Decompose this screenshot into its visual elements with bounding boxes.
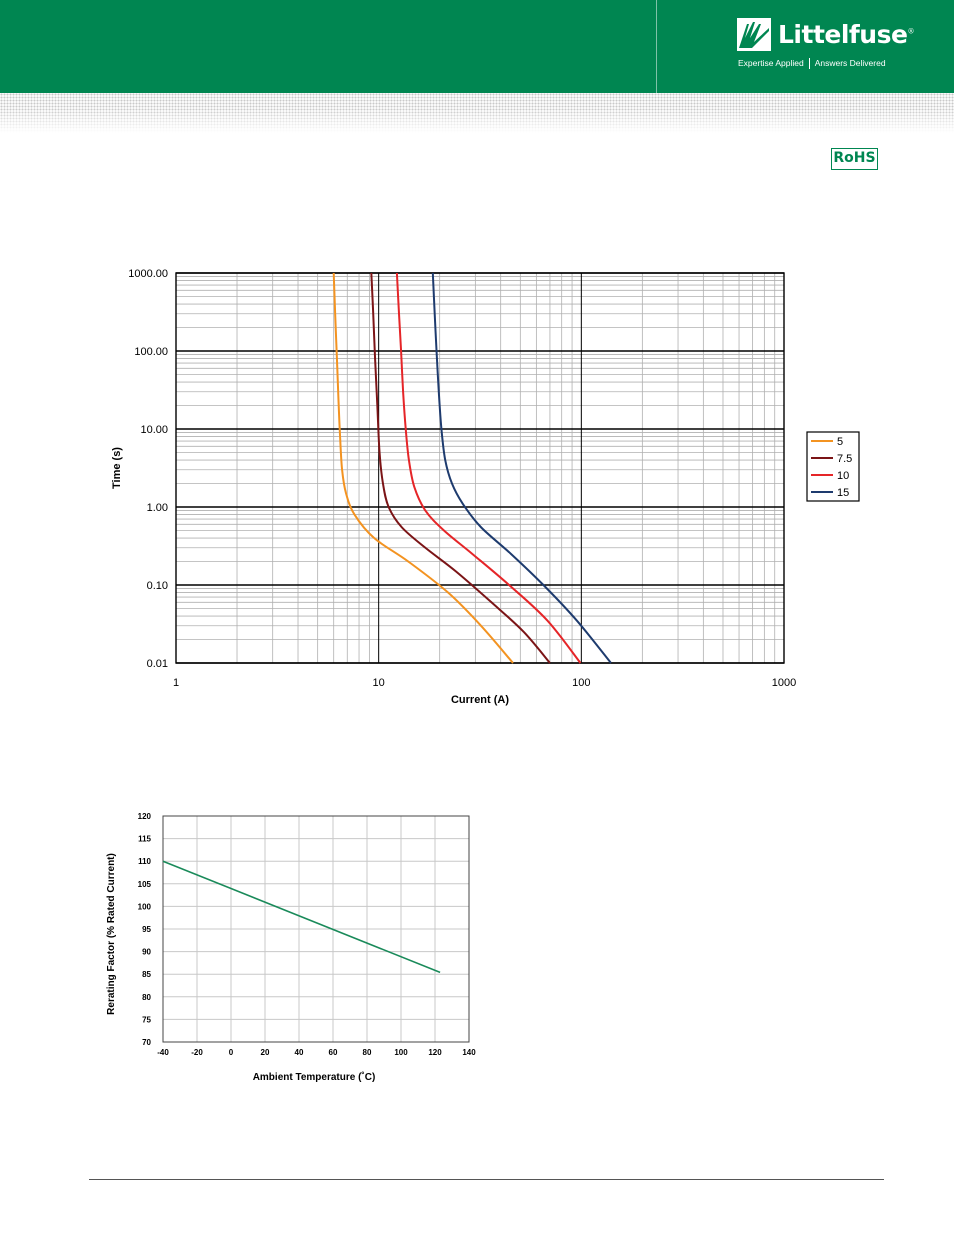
brand-name: Littelfuse® — [778, 20, 914, 49]
y-tick-label: 10.00 — [140, 424, 168, 436]
x-tick-label: 40 — [295, 1048, 304, 1057]
x-axis-label: Ambient Temperature (˚C) — [253, 1071, 376, 1083]
series-line-7.5 — [370, 272, 551, 664]
y-tick-label: 1.00 — [147, 502, 168, 514]
legend-label: 15 — [837, 487, 849, 499]
tagline-left: Expertise Applied — [738, 58, 804, 68]
tagline-separator — [808, 58, 810, 70]
y-axis-label: Rerating Factor (% Rated Current) — [106, 853, 117, 1015]
plot-border-2 — [162, 815, 470, 1043]
y-tick-label: 70 — [142, 1038, 151, 1047]
dotted-pattern-band — [0, 93, 954, 133]
footer-divider — [89, 1179, 884, 1180]
littelfuse-logo-icon — [737, 18, 771, 51]
y-tick-label: 0.01 — [147, 658, 168, 670]
tagline-right: Answers Delivered — [814, 58, 886, 68]
tagline: Expertise Applied Answers Delivered — [738, 58, 886, 70]
series-line-5 — [332, 272, 514, 664]
y-tick-label: 100.00 — [134, 346, 168, 358]
x-tick-label: 0 — [229, 1048, 234, 1057]
y-tick-label: 95 — [142, 925, 151, 934]
plot-area-2 — [163, 816, 469, 1042]
y-tick-label: 115 — [138, 835, 151, 844]
derating-line — [162, 860, 441, 974]
y-tick-label: 85 — [142, 970, 151, 979]
x-tick-label: 80 — [363, 1048, 372, 1057]
legend-label: 7.5 — [837, 453, 852, 465]
x-tick-label: 100 — [394, 1048, 408, 1057]
y-tick-label: 120 — [138, 812, 152, 821]
series-line-15 — [431, 272, 612, 664]
legend-label: 10 — [837, 470, 849, 482]
legend-box — [806, 431, 860, 502]
x-tick-label: 20 — [261, 1048, 270, 1057]
plot-area-1 — [176, 273, 784, 663]
plot-border-1 — [175, 272, 785, 664]
y-tick-label: 90 — [142, 948, 151, 957]
x-tick-label: 1000 — [772, 677, 796, 689]
y-tick-label: 110 — [138, 857, 151, 866]
y-tick-label: 80 — [142, 993, 151, 1002]
header-bar: Littelfuse® Expertise Applied Answers Del… — [0, 0, 954, 93]
x-tick-label: 140 — [462, 1048, 476, 1057]
header-divider — [656, 0, 657, 93]
series-line-10 — [395, 272, 582, 664]
registered-mark: ® — [907, 27, 914, 36]
y-tick-label: 75 — [142, 1015, 151, 1024]
x-axis-label: Current (A) — [451, 694, 509, 706]
y-tick-label: 100 — [138, 902, 152, 911]
x-tick-label: 10 — [373, 677, 385, 689]
x-tick-label: -40 — [157, 1048, 169, 1057]
y-tick-label: 1000.00 — [128, 268, 168, 280]
x-tick-label: 100 — [572, 677, 590, 689]
y-tick-label: 105 — [138, 880, 152, 889]
x-tick-label: 1 — [173, 677, 179, 689]
x-tick-label: -20 — [191, 1048, 203, 1057]
x-tick-label: 60 — [329, 1048, 338, 1057]
rohs-badge: RoHS — [831, 148, 878, 170]
x-tick-label: 120 — [428, 1048, 442, 1057]
y-axis-label: Time (s) — [111, 447, 123, 489]
legend-label: 5 — [837, 436, 843, 448]
y-tick-label: 0.10 — [147, 580, 168, 592]
